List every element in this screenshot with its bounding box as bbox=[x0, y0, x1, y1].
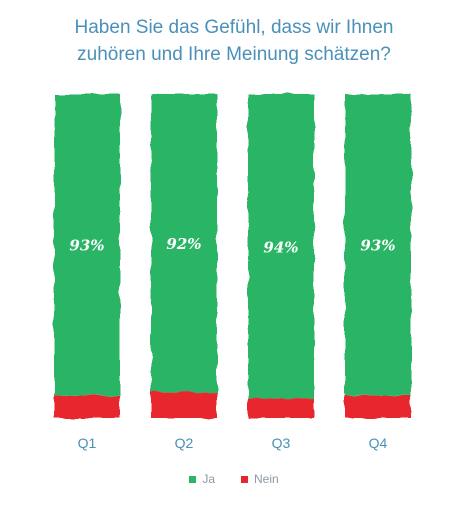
x-tick-label-q2: Q2 bbox=[175, 435, 194, 451]
bar-ja-q2 bbox=[151, 94, 217, 393]
bar-ja-q4 bbox=[345, 94, 411, 396]
bar-nein-q2 bbox=[151, 392, 217, 418]
x-tick-label-q1: Q1 bbox=[78, 435, 97, 451]
legend-swatch-ja bbox=[189, 475, 197, 483]
legend: Ja Nein bbox=[0, 472, 468, 486]
chart-title: Haben Sie das Gefühl, dass wir Ihnen zuh… bbox=[0, 14, 468, 68]
chart-title-line-1: Haben Sie das Gefühl, dass wir Ihnen bbox=[74, 17, 394, 38]
x-tick-label-q4: Q4 bbox=[369, 435, 388, 451]
bar-nein-q1 bbox=[54, 395, 120, 418]
x-tick-label-q3: Q3 bbox=[272, 435, 291, 451]
chart-title-line-2: zuhören und Ihre Meinung schätzen? bbox=[77, 44, 391, 65]
legend-swatch-nein bbox=[241, 475, 248, 483]
x-axis-ticks-group: Q1 Q2 Q3 Q4 bbox=[78, 435, 388, 451]
bar-nein-q3 bbox=[248, 398, 314, 418]
data-label-q2: 92% bbox=[166, 235, 201, 253]
data-labels-group: 93% 92% 94% 93% bbox=[69, 235, 395, 256]
data-label-q3: 94% bbox=[263, 238, 298, 256]
legend-label-ja: Ja bbox=[202, 472, 215, 486]
legend-label-nein: Nein bbox=[254, 472, 279, 486]
data-label-q1: 93% bbox=[69, 237, 104, 255]
data-label-q4: 93% bbox=[360, 237, 395, 255]
bar-ja-q3 bbox=[248, 94, 314, 399]
bar-nein-q4 bbox=[345, 395, 411, 418]
legend-item-ja: Ja bbox=[189, 472, 215, 486]
bars-group bbox=[54, 94, 411, 418]
bar-ja-q1 bbox=[54, 94, 120, 396]
legend-item-nein: Nein bbox=[241, 472, 279, 486]
